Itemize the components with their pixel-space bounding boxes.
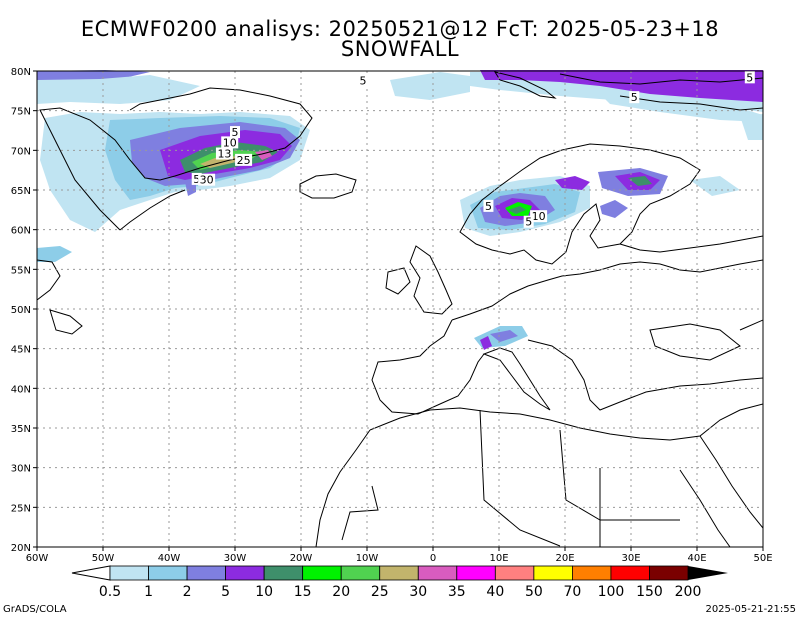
lon-label: 30E — [621, 553, 640, 564]
contour-label: 10 — [532, 210, 546, 223]
lon-label: 50W — [92, 553, 115, 564]
legend-swatch — [225, 565, 265, 581]
legend-level-label: 35 — [448, 584, 466, 600]
legend-level-label: 20 — [332, 584, 350, 600]
contour-label: 5 — [631, 91, 638, 104]
lon-label: 30W — [224, 553, 247, 564]
axis-ticks — [33, 70, 764, 551]
legend-level-label: 150 — [636, 584, 663, 600]
lat-label: 70N — [11, 146, 31, 157]
legend-swatch — [572, 565, 612, 581]
legend-level-label: 100 — [598, 584, 625, 600]
legend-swatch — [340, 565, 381, 581]
contour-label: 30 — [200, 174, 214, 187]
contour-label-box — [191, 172, 202, 185]
lat-label: 65N — [11, 186, 31, 197]
legend-swatch — [186, 565, 226, 581]
contour-label-box — [744, 71, 755, 84]
legend-level-label: 50 — [525, 584, 543, 600]
lon-label: 40W — [158, 553, 181, 564]
contour-label-box — [358, 74, 369, 87]
lon-label: 20W — [290, 553, 313, 564]
contour-label: 5 — [232, 126, 239, 139]
contour-label-box — [629, 91, 640, 104]
lat-label: 50N — [11, 305, 31, 316]
legend-level-label: 10 — [255, 584, 273, 600]
legend-swatch — [379, 565, 419, 581]
contour-label-box — [523, 215, 534, 228]
map-subtitle: SNOWFALL — [340, 37, 460, 61]
contour-label: 5 — [485, 200, 492, 213]
legend-level-label: 70 — [563, 584, 581, 600]
contour-label-box — [230, 126, 240, 139]
lon-label: 50E — [753, 553, 772, 564]
lat-label: 20N — [11, 543, 31, 554]
legend-level-label: 30 — [409, 584, 427, 600]
lon-label: 60W — [26, 553, 49, 564]
lat-label: 60N — [11, 226, 31, 237]
contour-label: 13 — [217, 148, 231, 161]
lat-label: 80N — [11, 67, 31, 78]
contour-label-box — [530, 210, 548, 223]
contour-label-box — [198, 173, 216, 186]
longitude-labels: 60W 50W 40W 30W 20W 10W 0 10E 20E 30E 40E 50E — [26, 553, 773, 564]
lat-label: 35N — [11, 424, 31, 435]
legend-swatch — [494, 565, 535, 581]
legend-swatch — [610, 565, 650, 581]
legend-swatch — [533, 565, 573, 581]
legend-level-label: 2 — [183, 584, 192, 600]
contour-label: 10 — [223, 136, 237, 149]
legend-swatch — [302, 565, 342, 581]
snowfall-field — [37, 70, 763, 350]
coastlines — [36, 71, 764, 548]
contour-label-box — [221, 136, 239, 149]
contour-label: 5 — [360, 75, 367, 88]
lat-label: 25N — [11, 503, 31, 514]
lat-label: 30N — [11, 464, 31, 475]
lat-lon-grid — [37, 71, 763, 547]
lon-label: 0 — [430, 553, 436, 564]
legend-level-label: 40 — [486, 584, 504, 600]
contour-label: 5 — [193, 173, 200, 186]
contour-label-box — [215, 147, 233, 160]
legend-swatch — [148, 565, 188, 581]
color-legend: 0.5 1 2 5 10 15 20 25 30 35 40 50 70 100 150 200 — [71, 565, 728, 600]
lon-label: 10E — [489, 553, 508, 564]
legend-level-label: 1 — [144, 584, 153, 600]
legend-level-label: 5 — [221, 584, 230, 600]
legend-level-label: 200 — [675, 584, 702, 600]
credit-text: GrADS/COLA — [3, 604, 67, 615]
lon-label: 40E — [687, 553, 706, 564]
legend-swatch — [649, 565, 689, 581]
legend-level-label: 15 — [294, 584, 312, 600]
legend-swatch — [417, 565, 458, 581]
lat-label: 40N — [11, 384, 31, 395]
latitude-labels: 80N 75N 70N 65N 60N 55N 50N 45N 40N 35N 30N 25N 20N — [11, 67, 31, 554]
lon-label: 20E — [555, 553, 574, 564]
map-title: ECMWF0200 analisys: 20250521@12 FcT: 202… — [80, 17, 720, 41]
lat-label: 55N — [11, 265, 31, 276]
legend-swatch — [456, 565, 496, 581]
legend-swatch — [263, 565, 304, 581]
lat-label: 75N — [11, 107, 31, 118]
lat-label: 45N — [11, 345, 31, 356]
legend-high-arrow — [688, 566, 728, 580]
contour-label: 25 — [237, 154, 251, 167]
legend-level-label: 0.5 — [99, 584, 121, 600]
lon-label: 10W — [356, 553, 379, 564]
timestamp-text: 2025-05-21-21:55 — [705, 604, 796, 615]
legend-level-label: 25 — [371, 584, 389, 600]
contour-label-box — [483, 199, 494, 212]
contour-label: 5 — [746, 71, 753, 84]
contour-label: 5 — [525, 216, 532, 229]
legend-low-arrow — [71, 565, 111, 581]
contour-label-box — [235, 153, 253, 166]
legend-swatch — [109, 565, 149, 581]
